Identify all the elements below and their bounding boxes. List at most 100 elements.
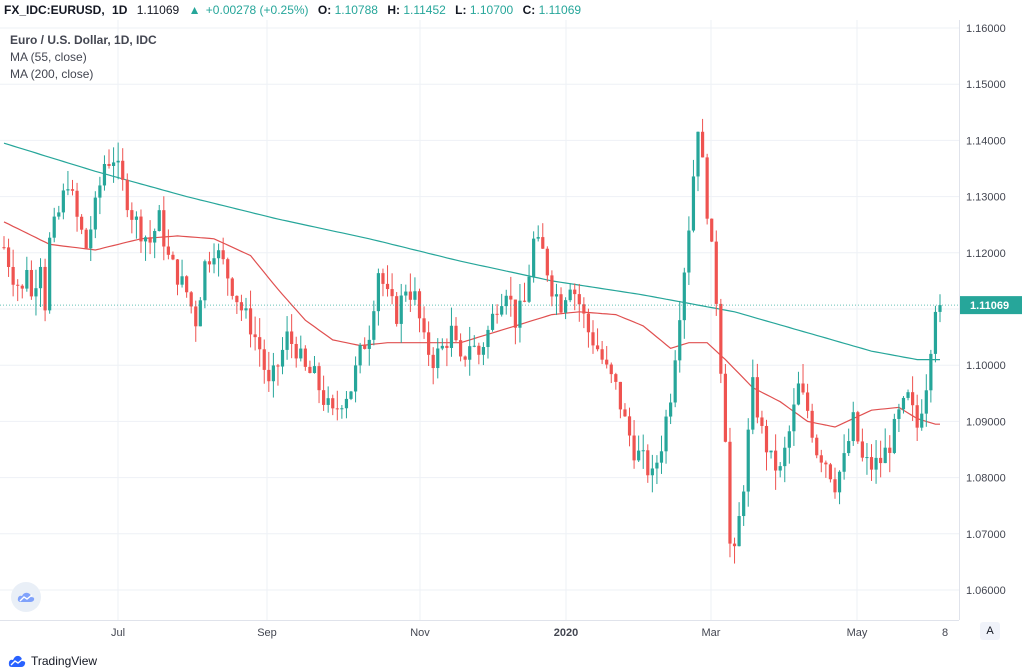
candle-body (431, 354, 435, 369)
candle-body (185, 276, 189, 293)
candle-body (326, 398, 330, 405)
candle-body (550, 275, 554, 297)
candle-body (312, 366, 317, 374)
close-label: C: (522, 3, 536, 17)
candle-body (253, 334, 257, 338)
candle-body (267, 369, 271, 382)
candle-body (632, 435, 636, 461)
candle-body (705, 157, 709, 219)
candle-body (929, 353, 933, 391)
candle-body (787, 431, 791, 448)
candle-body (262, 349, 266, 370)
legend-title[interactable]: Euro / U.S. Dollar, 1D, IDC (10, 33, 157, 47)
candle-body (198, 300, 202, 327)
candle-body (381, 273, 385, 284)
legend-ma-55[interactable]: MA (55, close) (10, 50, 87, 64)
cloud-icon[interactable] (11, 582, 41, 612)
candle-body (792, 404, 796, 432)
candle-body (819, 455, 823, 463)
ma-55-path (3, 221, 940, 428)
candle-body (796, 383, 801, 405)
candle-body (577, 294, 581, 305)
candle-body (541, 237, 545, 249)
symbol-name[interactable]: FX_IDC:EURUSD, (4, 3, 105, 17)
candle-body (778, 466, 782, 471)
candle-body (856, 412, 860, 442)
candle-body (518, 300, 522, 328)
last-price-tag: 1.11069 (0, 296, 1022, 315)
price-tick-label: 1.12000 (966, 248, 1006, 260)
candle-body (723, 373, 728, 442)
candle-body (408, 291, 412, 300)
brand-name: TradingView (31, 654, 98, 668)
candle-body (290, 331, 294, 344)
candle-body (107, 163, 111, 166)
candle-body (385, 283, 390, 290)
candle-body (500, 306, 504, 315)
price-tick-label: 1.16000 (966, 23, 1006, 35)
candle-body (363, 344, 367, 349)
tradingview-logo[interactable]: TradingView (8, 654, 97, 668)
time-tick-label: May (847, 627, 868, 639)
candle-body (915, 405, 919, 428)
price-tick-label: 1.09000 (966, 416, 1006, 428)
candle-body (180, 276, 184, 285)
candle-body (568, 289, 572, 301)
candle-body (897, 409, 901, 419)
candle-body (436, 348, 440, 369)
candle-body (189, 292, 193, 307)
candle-body (230, 278, 234, 296)
candle-body (901, 397, 906, 410)
chart-grid (0, 20, 959, 620)
candle-body (344, 398, 349, 409)
candle-body (6, 247, 11, 267)
candle-body (687, 230, 691, 273)
low-value: 1.10700 (469, 3, 514, 17)
candle-body (783, 447, 787, 467)
candle-body (559, 294, 563, 313)
candle-body (93, 197, 97, 230)
candle-body (678, 320, 682, 361)
candle-body (148, 237, 152, 243)
auto-scale-button[interactable]: A (980, 622, 1000, 640)
candlestick-series (2, 118, 942, 564)
candle-body (938, 305, 942, 312)
candle-body (353, 365, 358, 392)
candle-body (732, 543, 737, 547)
candle-body (669, 402, 673, 417)
candle-body (372, 311, 376, 340)
candle-body (468, 346, 472, 360)
candle-body (655, 462, 659, 469)
candle-body (481, 347, 486, 355)
candle-body (25, 269, 29, 289)
candle-body (536, 237, 540, 239)
time-tick-label: Mar (702, 627, 721, 639)
candle-body (673, 360, 677, 403)
last-value: 1.11069 (136, 3, 180, 17)
candle-body (842, 453, 846, 472)
timeframe[interactable]: 1D (112, 3, 128, 17)
legend-ma-200[interactable]: MA (200, close) (10, 67, 94, 81)
ma-200-path (3, 142, 940, 361)
candle-body (714, 241, 718, 304)
candle-body (641, 450, 645, 452)
candle-body (609, 364, 613, 375)
candle-body (582, 304, 586, 314)
candle-body (75, 190, 79, 217)
candle-body (244, 308, 248, 311)
candle-body (70, 189, 75, 191)
footer: TradingView (0, 650, 1022, 672)
candle-body (463, 356, 467, 360)
candle-body (906, 392, 910, 398)
candle-body (376, 273, 380, 312)
candle-body (586, 313, 591, 333)
high-value: 1.11452 (403, 3, 446, 17)
candle-body (322, 390, 326, 405)
candle-body (828, 464, 833, 480)
candle-body (600, 349, 604, 360)
candle-body (504, 295, 508, 307)
price-tick-label: 1.13000 (966, 192, 1006, 204)
candle-body (121, 160, 125, 180)
symbol-header: FX_IDC:EURUSD, 1D 1.11069 ▲ +0.00278 (+0… (0, 0, 1022, 20)
